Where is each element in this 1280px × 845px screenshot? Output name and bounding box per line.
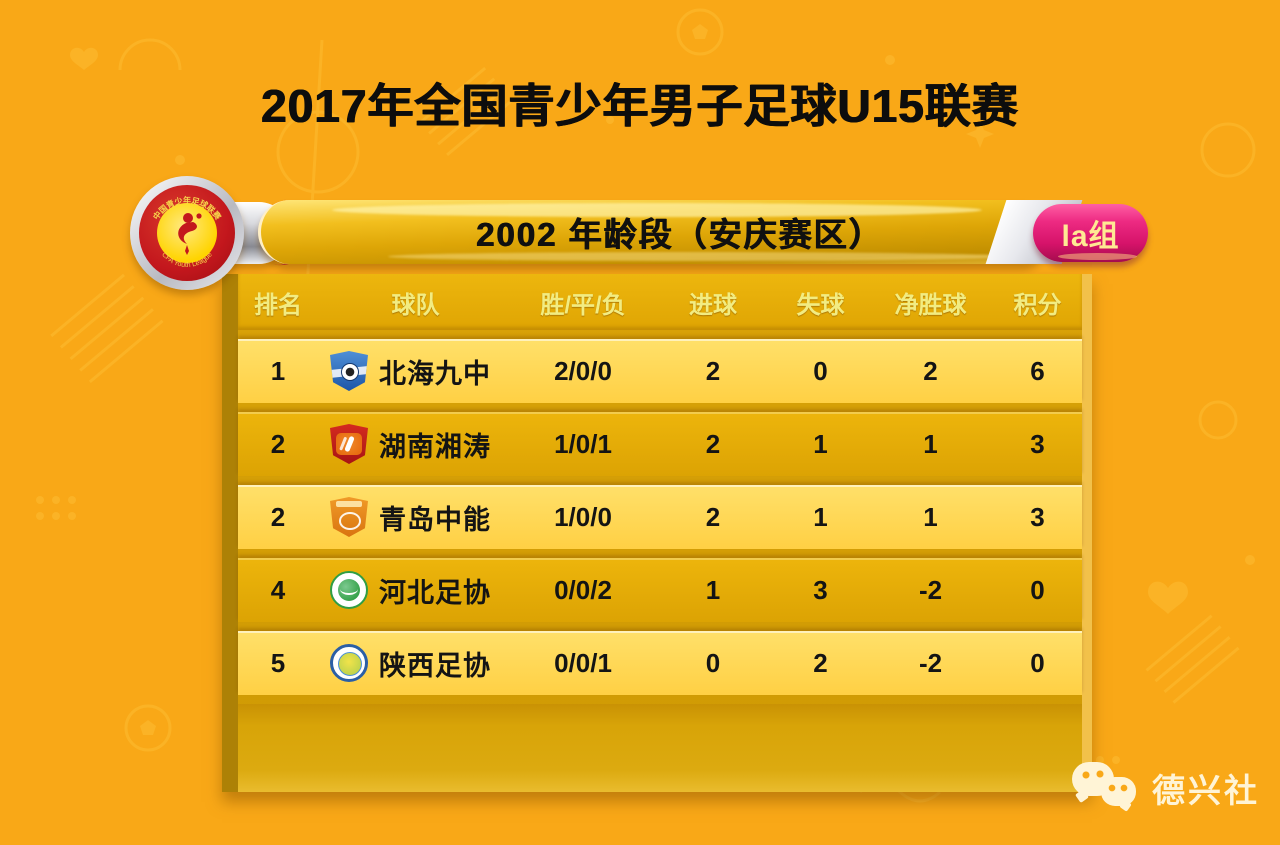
watermark: 德兴社 bbox=[1072, 762, 1260, 814]
wechat-bubble-small bbox=[1101, 777, 1136, 806]
table-row: 1 北海九中 2/0/0 2 0 2 6 bbox=[238, 339, 1082, 403]
points-cell: 0 bbox=[1030, 647, 1045, 678]
standings-panel: 排名 球队 胜/平/负 进球 失球 净胜球 积分 1 北海九中 2/0/0 2 … bbox=[222, 274, 1092, 792]
rank-cell: 2 bbox=[270, 501, 286, 532]
wdl-cell: 2/0/0 bbox=[554, 355, 612, 386]
wechat-icon bbox=[1072, 762, 1136, 814]
table-row: 5 陕西足协 0/0/1 0 2 -2 0 bbox=[238, 631, 1082, 695]
goals-for-cell: 2 bbox=[705, 428, 721, 459]
goal-diff-cell: 1 bbox=[923, 501, 938, 532]
banner-subtitle: 2002 年龄段（安庆赛区） bbox=[476, 216, 884, 253]
goal-diff-cell: -2 bbox=[918, 574, 943, 605]
team-cell: 青岛中能 bbox=[318, 497, 513, 537]
qingdao-zhongneng-crest bbox=[330, 497, 368, 537]
col-header-team: 球队 bbox=[391, 291, 440, 319]
goals-for-cell: 2 bbox=[705, 355, 721, 386]
svg-text:中国青少年足球联赛: 中国青少年足球联赛 bbox=[151, 195, 224, 222]
col-header-goals-for: 进球 bbox=[689, 291, 737, 319]
goals-against-cell: 2 bbox=[813, 647, 828, 678]
wdl-cell: 1/0/1 bbox=[554, 428, 612, 459]
points-cell: 3 bbox=[1030, 501, 1045, 532]
wdl-cell: 1/0/0 bbox=[554, 501, 612, 532]
wdl-cell: 0/0/1 bbox=[554, 647, 612, 678]
col-header-wdl: 胜/平/负 bbox=[540, 291, 626, 319]
shaanxi-fa-crest bbox=[330, 644, 368, 682]
team-cell: 北海九中 bbox=[318, 351, 513, 391]
rank-cell: 5 bbox=[270, 647, 286, 678]
rank-cell: 4 bbox=[270, 574, 286, 605]
points-cell: 3 bbox=[1030, 428, 1045, 459]
col-header-goal-diff: 净胜球 bbox=[894, 291, 967, 319]
league-logo-icon: 中国青少年足球联赛 CFA Youth League bbox=[130, 176, 244, 290]
team-name: 河北足协 bbox=[379, 577, 491, 608]
goal-diff-cell: 1 bbox=[923, 428, 938, 459]
banner-bar: 2002 年龄段（安庆赛区） bbox=[258, 200, 1053, 264]
table-row: 2 湖南湘涛 1/0/1 2 1 1 3 bbox=[238, 412, 1082, 476]
col-header-rank: 排名 bbox=[254, 291, 302, 319]
rank-cell: 2 bbox=[270, 428, 286, 459]
banner: 2002 年龄段（安庆赛区） la组 中国青少年足球联赛 CFA Youth L… bbox=[130, 176, 1148, 290]
team-cell: 湖南湘涛 bbox=[318, 424, 513, 464]
goal-diff-cell: -2 bbox=[918, 647, 943, 678]
goals-against-cell: 3 bbox=[813, 574, 828, 605]
league-logo-arc-text: 中国青少年足球联赛 CFA Youth League bbox=[151, 195, 224, 269]
team-name: 北海九中 bbox=[379, 358, 491, 389]
col-header-points: 积分 bbox=[1013, 291, 1062, 319]
team-name: 陕西足协 bbox=[379, 650, 491, 681]
goals-against-cell: 1 bbox=[813, 428, 828, 459]
goals-against-cell: 1 bbox=[813, 501, 828, 532]
goals-for-cell: 0 bbox=[705, 647, 721, 678]
goals-against-cell: 0 bbox=[813, 355, 828, 386]
watermark-label: 德兴社 bbox=[1152, 772, 1260, 809]
col-header-goals-against: 失球 bbox=[796, 291, 845, 319]
rank-cell: 1 bbox=[270, 355, 286, 386]
team-name: 青岛中能 bbox=[379, 504, 491, 535]
group-label: la组 bbox=[1061, 220, 1120, 253]
goals-for-cell: 2 bbox=[705, 501, 721, 532]
league-logo-ring: 中国青少年足球联赛 CFA Youth League bbox=[139, 185, 235, 281]
hebei-fa-crest bbox=[330, 571, 368, 609]
table-row: 2 青岛中能 1/0/0 2 1 1 3 bbox=[238, 485, 1082, 549]
team-name: 湖南湘涛 bbox=[379, 431, 491, 462]
team-cell: 河北足协 bbox=[318, 571, 513, 610]
wdl-cell: 0/0/2 bbox=[554, 574, 612, 605]
svg-text:CFA Youth League: CFA Youth League bbox=[160, 251, 214, 269]
page-title: 2017年全国青少年男子足球U15联赛 bbox=[261, 80, 1019, 132]
goals-for-cell: 1 bbox=[705, 574, 721, 605]
goal-diff-cell: 2 bbox=[923, 355, 938, 386]
league-logo-figure bbox=[157, 203, 217, 263]
panel-footer bbox=[238, 704, 1082, 792]
table-row: 4 河北足协 0/0/2 1 3 -2 0 bbox=[238, 558, 1082, 622]
team-cell: 陕西足协 bbox=[318, 644, 513, 683]
hunan-xiangtao-crest bbox=[330, 424, 368, 464]
group-badge: la组 bbox=[1033, 204, 1148, 262]
standings-header-row: 排名 球队 胜/平/负 进球 失球 净胜球 积分 bbox=[238, 274, 1082, 330]
beihai-jiuzhong-crest bbox=[330, 351, 368, 391]
points-cell: 0 bbox=[1030, 574, 1045, 605]
points-cell: 6 bbox=[1030, 355, 1045, 386]
